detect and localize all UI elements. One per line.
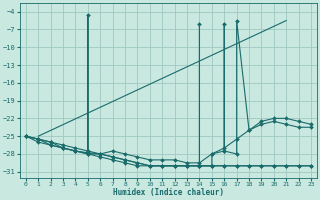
X-axis label: Humidex (Indice chaleur): Humidex (Indice chaleur): [113, 188, 224, 197]
